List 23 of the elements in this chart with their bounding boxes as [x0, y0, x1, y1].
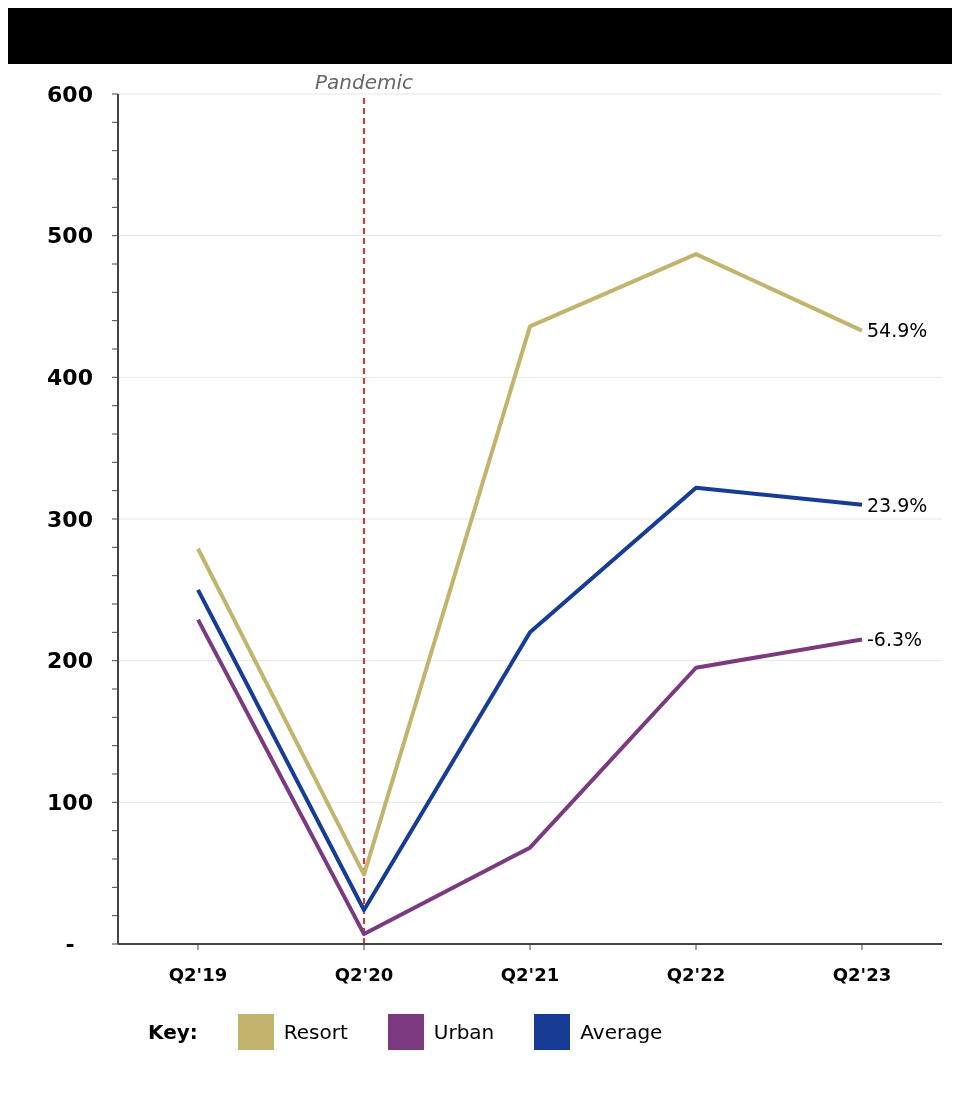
y-tick-label: 300	[47, 506, 93, 532]
legend-title: Key:	[148, 1020, 198, 1044]
y-tick-label: 200	[47, 648, 93, 674]
line-series	[196, 617, 864, 937]
x-tick-label: Q2'23	[832, 963, 892, 985]
x-tick-label: Q2'19	[168, 963, 228, 985]
line-series	[196, 485, 864, 912]
ref-line-label: Pandemic	[314, 70, 414, 94]
legend-label: Urban	[432, 1019, 495, 1046]
legend-label: Resort	[282, 1019, 348, 1046]
y-tick-label: 500	[47, 223, 93, 249]
annotation: -6.3%	[867, 628, 923, 651]
legend-label: Average	[579, 1019, 663, 1046]
x-tick-label: Q2'22	[666, 963, 726, 985]
line-series	[196, 252, 864, 877]
y-tick-label: 100	[47, 789, 93, 815]
x-tick-label: Q2'20	[334, 963, 394, 985]
annotation: 23.9%	[867, 493, 928, 516]
x-tick-label: Q2'21	[500, 963, 560, 985]
annotation: 54.9%	[867, 319, 928, 342]
y-tick-label: -	[65, 931, 75, 957]
y-tick-label: 600	[47, 81, 93, 107]
y-tick-label: 400	[47, 364, 93, 390]
